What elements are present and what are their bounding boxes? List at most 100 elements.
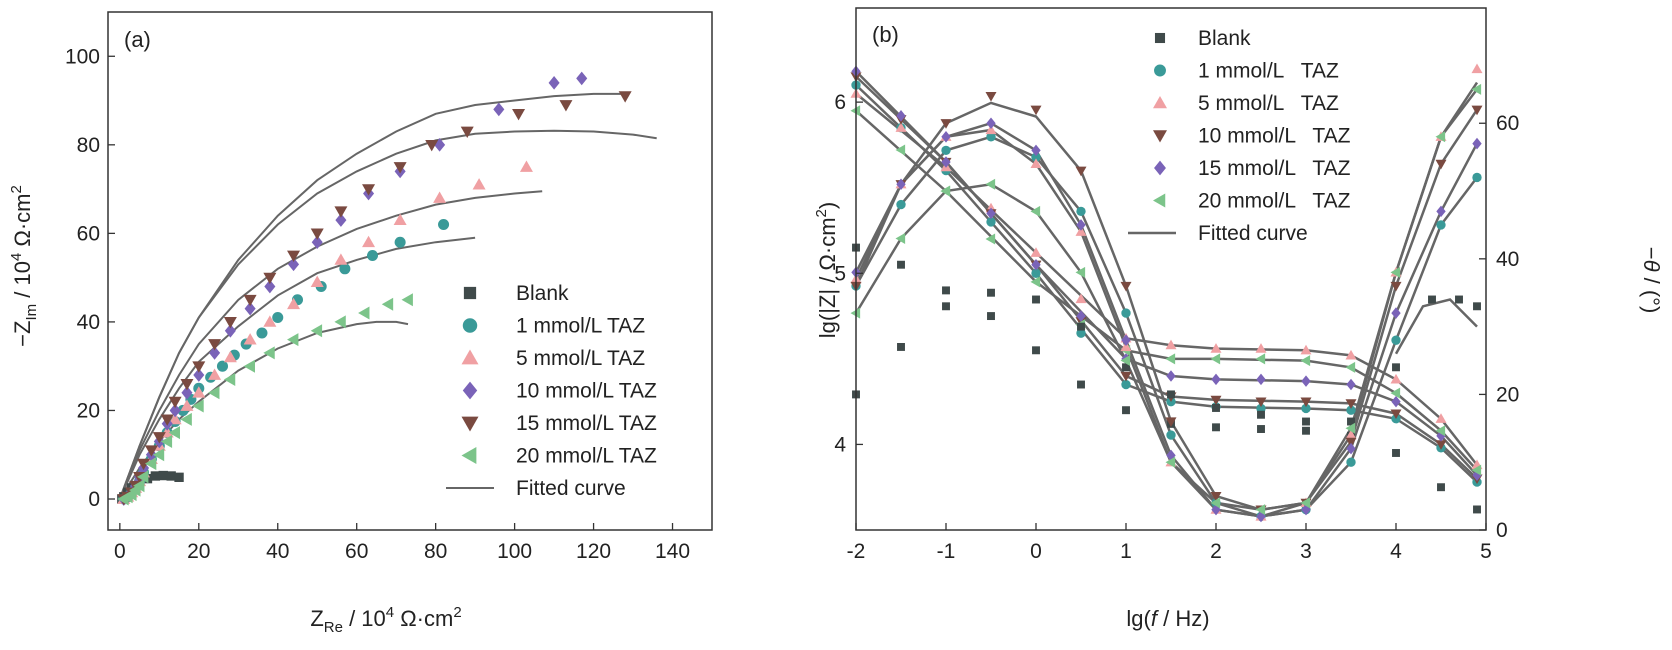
panel-a-markers xyxy=(117,71,632,506)
panel-b-x-title-pre: lg( xyxy=(1126,606,1151,631)
panel-b-phase-point-TAZ20 xyxy=(1300,497,1311,509)
panel-b-phase-point-TAZ20 xyxy=(985,178,996,190)
panel-b-x-tick-label: 4 xyxy=(1390,540,1402,563)
panel-b-magnitude-point-Blank xyxy=(1212,423,1220,432)
panel-a-point-TAZ20 xyxy=(168,426,180,440)
panel-b-phase-point-Blank xyxy=(1302,417,1310,426)
panel-b-y-left-axis-title: lg(|Z| / Ω·cm2) xyxy=(813,202,840,338)
panel-a-point-TAZ15 xyxy=(180,379,194,391)
panel-a-point-TAZ15 xyxy=(512,108,526,121)
panel-b-magnitude-point-TAZ15 xyxy=(1031,258,1041,271)
panel-a-point-TAZ10 xyxy=(209,346,221,360)
panel-b-x-tick-label: 2 xyxy=(1210,540,1222,563)
panel-a-legend-marker xyxy=(461,447,477,464)
panel-b-legend-marker xyxy=(1153,130,1167,143)
panel-b-legend-label: 10 mmol/L TAZ xyxy=(1198,125,1351,148)
panel-b-phase-point-TAZ20 xyxy=(940,185,951,197)
panel-a-point-TAZ10 xyxy=(169,403,181,418)
panel-a-legend-label: 1 mmol/L TAZ xyxy=(516,315,645,338)
panel-b-magnitude-point-TAZ15 xyxy=(986,207,996,220)
panel-b-magnitude-point-TAZ20 xyxy=(1390,387,1401,399)
panel-b-yr-title-pre: − xyxy=(1639,247,1664,260)
panel-a-y-tick-label: 80 xyxy=(77,134,100,157)
panel-a-point-TAZ15 xyxy=(152,432,166,444)
panel-b-phase-point-Blank xyxy=(1032,295,1040,304)
panel-a-y-tick-label: 40 xyxy=(77,311,100,334)
panel-b-magnitude-point-TAZ15 xyxy=(941,156,951,168)
panel-a-x-tick-label: 40 xyxy=(266,540,289,563)
panel-b-legend-marker xyxy=(1154,160,1166,176)
panel-b-phase-point-TAZ10 xyxy=(1165,417,1177,428)
panel-a-point-TAZ15 xyxy=(287,250,301,263)
panel-a-x-tick-label: 120 xyxy=(576,540,611,563)
panel-b-y-right-tick-label: 60 xyxy=(1496,112,1519,135)
panel-a-point-TAZ10 xyxy=(224,323,236,338)
panel-b-magnitude-point-TAZ20 xyxy=(1300,355,1311,367)
panel-b-magnitude-point-TAZ10 xyxy=(1120,371,1132,382)
panel-a-label: (a) xyxy=(124,27,151,52)
panel-a-point-TAZ5 xyxy=(433,191,447,203)
panel-b-phase-point-Blank xyxy=(942,302,950,311)
panel-b-x-title-italic: f xyxy=(1151,606,1160,631)
panel-b-phase-point-TAZ20 xyxy=(1030,205,1041,217)
panel-b-magnitude-point-TAZ1 xyxy=(1346,405,1356,415)
panel-a-point-TAZ10 xyxy=(181,385,193,400)
panel-a-point-TAZ15 xyxy=(334,206,348,218)
panel-b-magnitude-point-TAZ15 xyxy=(1076,310,1086,322)
panel-a-legend-marker xyxy=(461,416,479,432)
panel-a-point-TAZ5 xyxy=(168,412,182,425)
panel-b-phase-point-TAZ5 xyxy=(1471,63,1483,74)
panel-a-point-TAZ15 xyxy=(425,139,439,152)
panel-b-magnitude-point-TAZ20 xyxy=(985,233,996,245)
panel-b-yl-title-close: ) xyxy=(815,202,840,209)
panel-a-point-TAZ1 xyxy=(339,263,351,275)
panel-a-legend-label: 20 mmol/L TAZ xyxy=(516,445,657,468)
panel-b-x-tick-label: 0 xyxy=(1030,540,1042,563)
panel-a-point-TAZ20 xyxy=(287,333,299,347)
panel-b-legend-label: 15 mmol/L TAZ xyxy=(1198,157,1351,180)
panel-a-point-TAZ20 xyxy=(401,293,413,307)
panel-b-yl-title-exp: 2 xyxy=(813,209,830,217)
panel-b-x-title-post: / Hz) xyxy=(1157,606,1210,631)
panel-a-point-TAZ1 xyxy=(394,236,406,248)
panel-a-point-TAZ5 xyxy=(362,235,376,248)
panel-a-point-Blank xyxy=(166,471,176,481)
panel-a-point-TAZ20 xyxy=(223,372,236,386)
panel-b-phase-point-Blank xyxy=(1347,417,1355,426)
panel-a-legend-label: Blank xyxy=(516,282,569,305)
panel-b-phase-point-TAZ1 xyxy=(1076,206,1086,217)
panel-b-magnitude-point-TAZ5 xyxy=(1390,373,1402,384)
panel-b-phase-point-TAZ20 xyxy=(1120,355,1131,367)
panel-a-point-TAZ20 xyxy=(243,359,255,373)
panel-a-point-Blank xyxy=(174,472,184,482)
panel-b-phase-point-TAZ10 xyxy=(1345,437,1357,448)
panel-a-x-title-exp: 4 xyxy=(386,604,394,621)
panel-a-point-TAZ15 xyxy=(192,361,206,373)
panel-a-point-TAZ5 xyxy=(243,333,257,345)
panel-a-point-TAZ15 xyxy=(137,458,151,471)
panel-a-point-TAZ5 xyxy=(263,315,277,327)
panel-b-magnitude-point-TAZ5 xyxy=(1345,349,1357,360)
panel-b-magnitude-point-TAZ10 xyxy=(1345,399,1357,409)
panel-b-magnitude-point-TAZ20 xyxy=(895,144,906,156)
panel-a-legend-marker xyxy=(462,381,478,400)
panel-b-phase-point-TAZ5 xyxy=(985,124,997,135)
panel-a-point-TAZ15 xyxy=(263,272,277,285)
panel-a-point-TAZ1 xyxy=(438,218,450,231)
panel-b-magnitude-point-TAZ5 xyxy=(895,122,907,132)
panel-a-x-tick-label: 20 xyxy=(187,540,210,563)
panel-a-x-title-unit-exp: 2 xyxy=(453,604,461,621)
panel-a-fitted-curve xyxy=(118,190,543,500)
panel-a-nyquist: 0 20 40 60 80 100 120 140 0 20 40 60 80 100 (a) Blank… xyxy=(8,11,713,636)
panel-a-legend-label: 5 mmol/L TAZ xyxy=(516,347,645,370)
panel-b-phase-point-TAZ20 xyxy=(1345,422,1356,434)
panel-b-phase-point-TAZ1 xyxy=(1166,430,1176,440)
panel-b-y-left-tick-label: 5 xyxy=(834,262,846,285)
panel-b-phase-point-TAZ10 xyxy=(1210,491,1222,502)
panel-b-magnitude-point-TAZ10 xyxy=(1210,395,1222,406)
panel-a-point-Blank xyxy=(150,471,161,481)
panel-b-phase-point-TAZ15 xyxy=(941,131,951,143)
panel-a-point-TAZ10 xyxy=(288,257,300,272)
